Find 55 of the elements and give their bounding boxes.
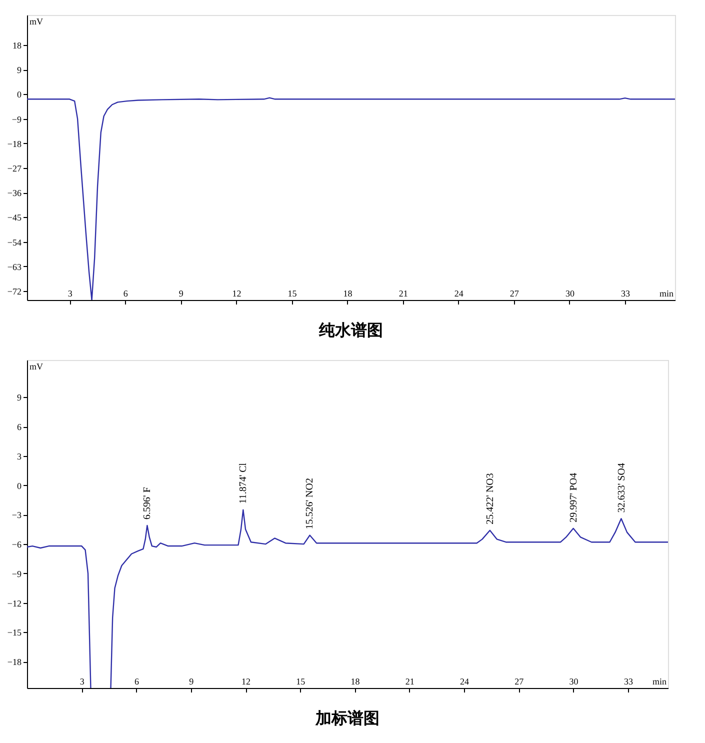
x-tick-label: 27 [510,288,520,298]
y-tick-label: −45 [7,212,22,223]
text: 加标谱图 [314,708,380,728]
x-tick-label: 12 [232,288,242,298]
x-tick-label: 21 [405,676,414,686]
text: 纯水谱图 [318,320,383,340]
y-tick-label: −15 [7,628,22,638]
x-tick-label: 3 [80,676,85,686]
x-tick-label: 18 [343,288,353,298]
y-tick-label: −18 [7,138,22,149]
annotation: 32.633' SO4 [616,463,628,513]
annotation: 25.422' NO3 [484,473,496,524]
x-tick-label: 30 [569,676,579,686]
annotation: 6.596' F [142,486,154,520]
y-axis-title: mV [30,16,44,26]
x-tick-label: 33 [624,676,634,686]
y-tick-label: 9 [17,392,22,403]
x-tick-label: 27 [514,676,524,686]
x-tick-label: 24 [460,676,470,686]
y-tick-label: −54 [7,237,22,248]
x-tick-label: 21 [398,288,408,298]
x-axis-title: min [652,676,667,686]
annotation: 15.526' NO2 [304,478,316,530]
y-tick-label: −72 [7,286,22,296]
x-tick-label: 6 [134,676,140,686]
x-tick-label: 24 [454,288,464,298]
y-tick-label: −9 [12,114,22,124]
y-tick-label: 9 [17,65,22,76]
y-tick-label: 6 [17,422,22,432]
x-tick-label: 18 [350,676,360,686]
y-tick-label: −9 [12,568,22,579]
y-tick-label: −63 [7,262,22,272]
annotation: 29.997' PO4 [568,472,580,522]
y-tick-label: 0 [17,90,22,100]
y-tick-label: −18 [7,657,22,668]
y-tick-label: 3 [17,451,22,462]
y-tick-label: −6 [12,540,22,550]
x-axis-title: min [659,288,674,298]
y-tick-label: −36 [7,188,22,198]
x-tick-label: 9 [178,288,184,298]
x-tick-label: 12 [242,676,251,686]
y-tick-label: −3 [12,510,22,520]
x-tick-label: 3 [68,288,73,298]
x-tick-label: 15 [296,676,306,686]
x-tick-label: 30 [565,288,575,298]
y-axis-title: mV [30,362,44,372]
y-tick-label: −27 [7,164,22,174]
x-tick-label: 9 [189,676,194,686]
y-tick-label: 18 [12,40,22,51]
x-tick-label: 33 [621,288,631,298]
y-tick-label: 0 [17,480,22,491]
x-tick-label: 6 [123,288,128,298]
annotation: 11.874' Cl [238,462,250,504]
x-tick-label: 15 [288,288,298,298]
y-tick-label: −12 [7,598,22,608]
